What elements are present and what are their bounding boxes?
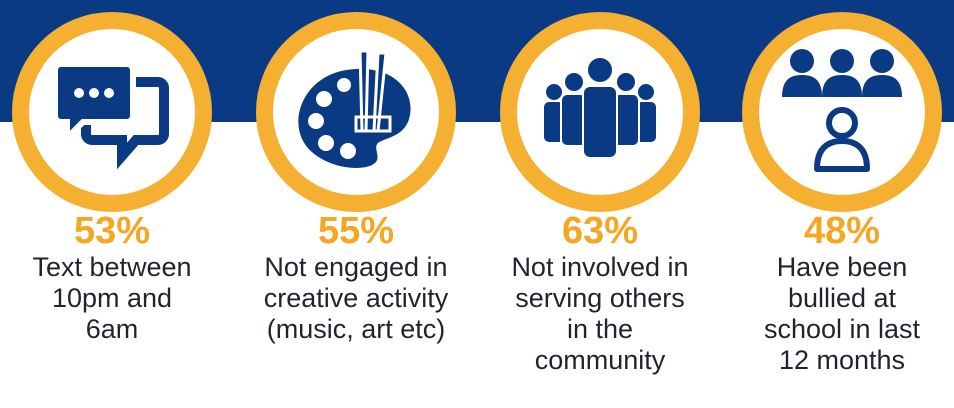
stat-line: serving others	[515, 283, 685, 313]
icon-ring	[742, 12, 942, 212]
paint-palette-icon	[298, 49, 411, 168]
stat-line: in the	[566, 314, 634, 344]
stat-description: Not involved in serving others in the co…	[480, 252, 720, 376]
stat-line: 12 months	[778, 345, 906, 375]
stat-line: bullied at	[787, 283, 897, 313]
stat-description: Have been bullied at school in last 12 m…	[722, 252, 954, 376]
stat-line: Text between	[32, 252, 192, 282]
icon-ring	[500, 12, 700, 212]
icon-ring	[256, 12, 456, 212]
stat-line: Have been	[776, 252, 908, 282]
stat-line: Not engaged in	[264, 252, 448, 282]
stat-percent: 48%	[803, 210, 881, 252]
stat-percent: 55%	[317, 210, 395, 252]
stat-description: Not engaged in creative activity (music,…	[236, 252, 476, 345]
stat-line: Not involved in	[511, 252, 689, 282]
icon-ring	[12, 12, 212, 212]
stat-line: creative activity	[263, 283, 449, 313]
stat-description: Text between 10pm and 6am	[0, 252, 232, 345]
stat-percent: 63%	[561, 210, 639, 252]
chat-bubbles-icon	[52, 61, 169, 170]
stat-line: community	[534, 345, 666, 375]
stat-line: school in last	[763, 314, 921, 344]
bullied-person-icon	[782, 49, 902, 172]
stat-line: (music, art etc)	[266, 314, 446, 344]
crowd-icon	[544, 56, 656, 159]
stat-line: 6am	[85, 314, 139, 344]
stat-percent: 53%	[73, 210, 151, 252]
stat-line: 10pm and	[51, 283, 173, 313]
